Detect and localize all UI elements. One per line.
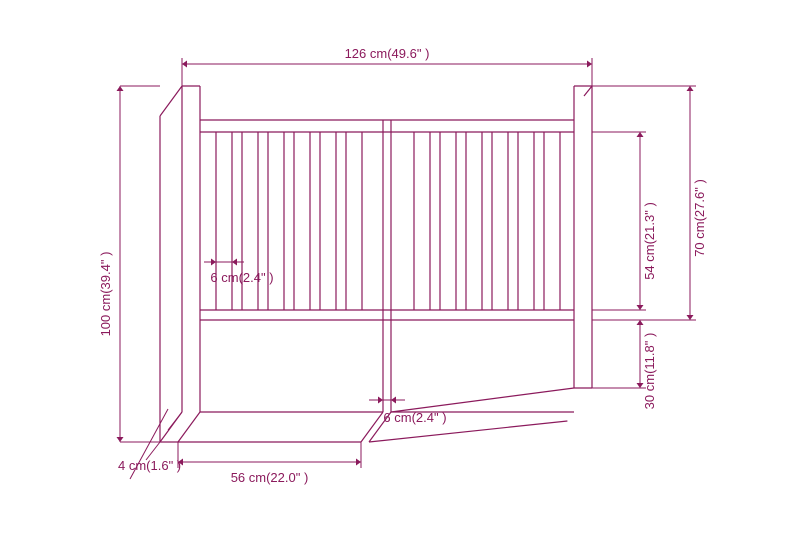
svg-text:54 cm(21.3" ): 54 cm(21.3" ) [642,202,657,280]
svg-text:30 cm(11.8" ): 30 cm(11.8" ) [642,333,657,410]
svg-text:4 cm(1.6" ): 4 cm(1.6" ) [118,458,181,473]
svg-text:6 cm(2.4" ): 6 cm(2.4" ) [383,410,446,425]
svg-text:126 cm(49.6" ): 126 cm(49.6" ) [345,46,430,61]
svg-text:70 cm(27.6" ): 70 cm(27.6" ) [692,179,707,257]
headboard-dimension-diagram: 126 cm(49.6" ) 100 cm(39.4" ) 4 cm(1.6" ) 6… [0,0,800,533]
svg-text:6 cm(2.4" ): 6 cm(2.4" ) [210,270,273,285]
svg-text:100 cm(39.4" ): 100 cm(39.4" ) [98,252,113,337]
svg-text:56 cm(22.0" ): 56 cm(22.0" ) [231,470,309,485]
